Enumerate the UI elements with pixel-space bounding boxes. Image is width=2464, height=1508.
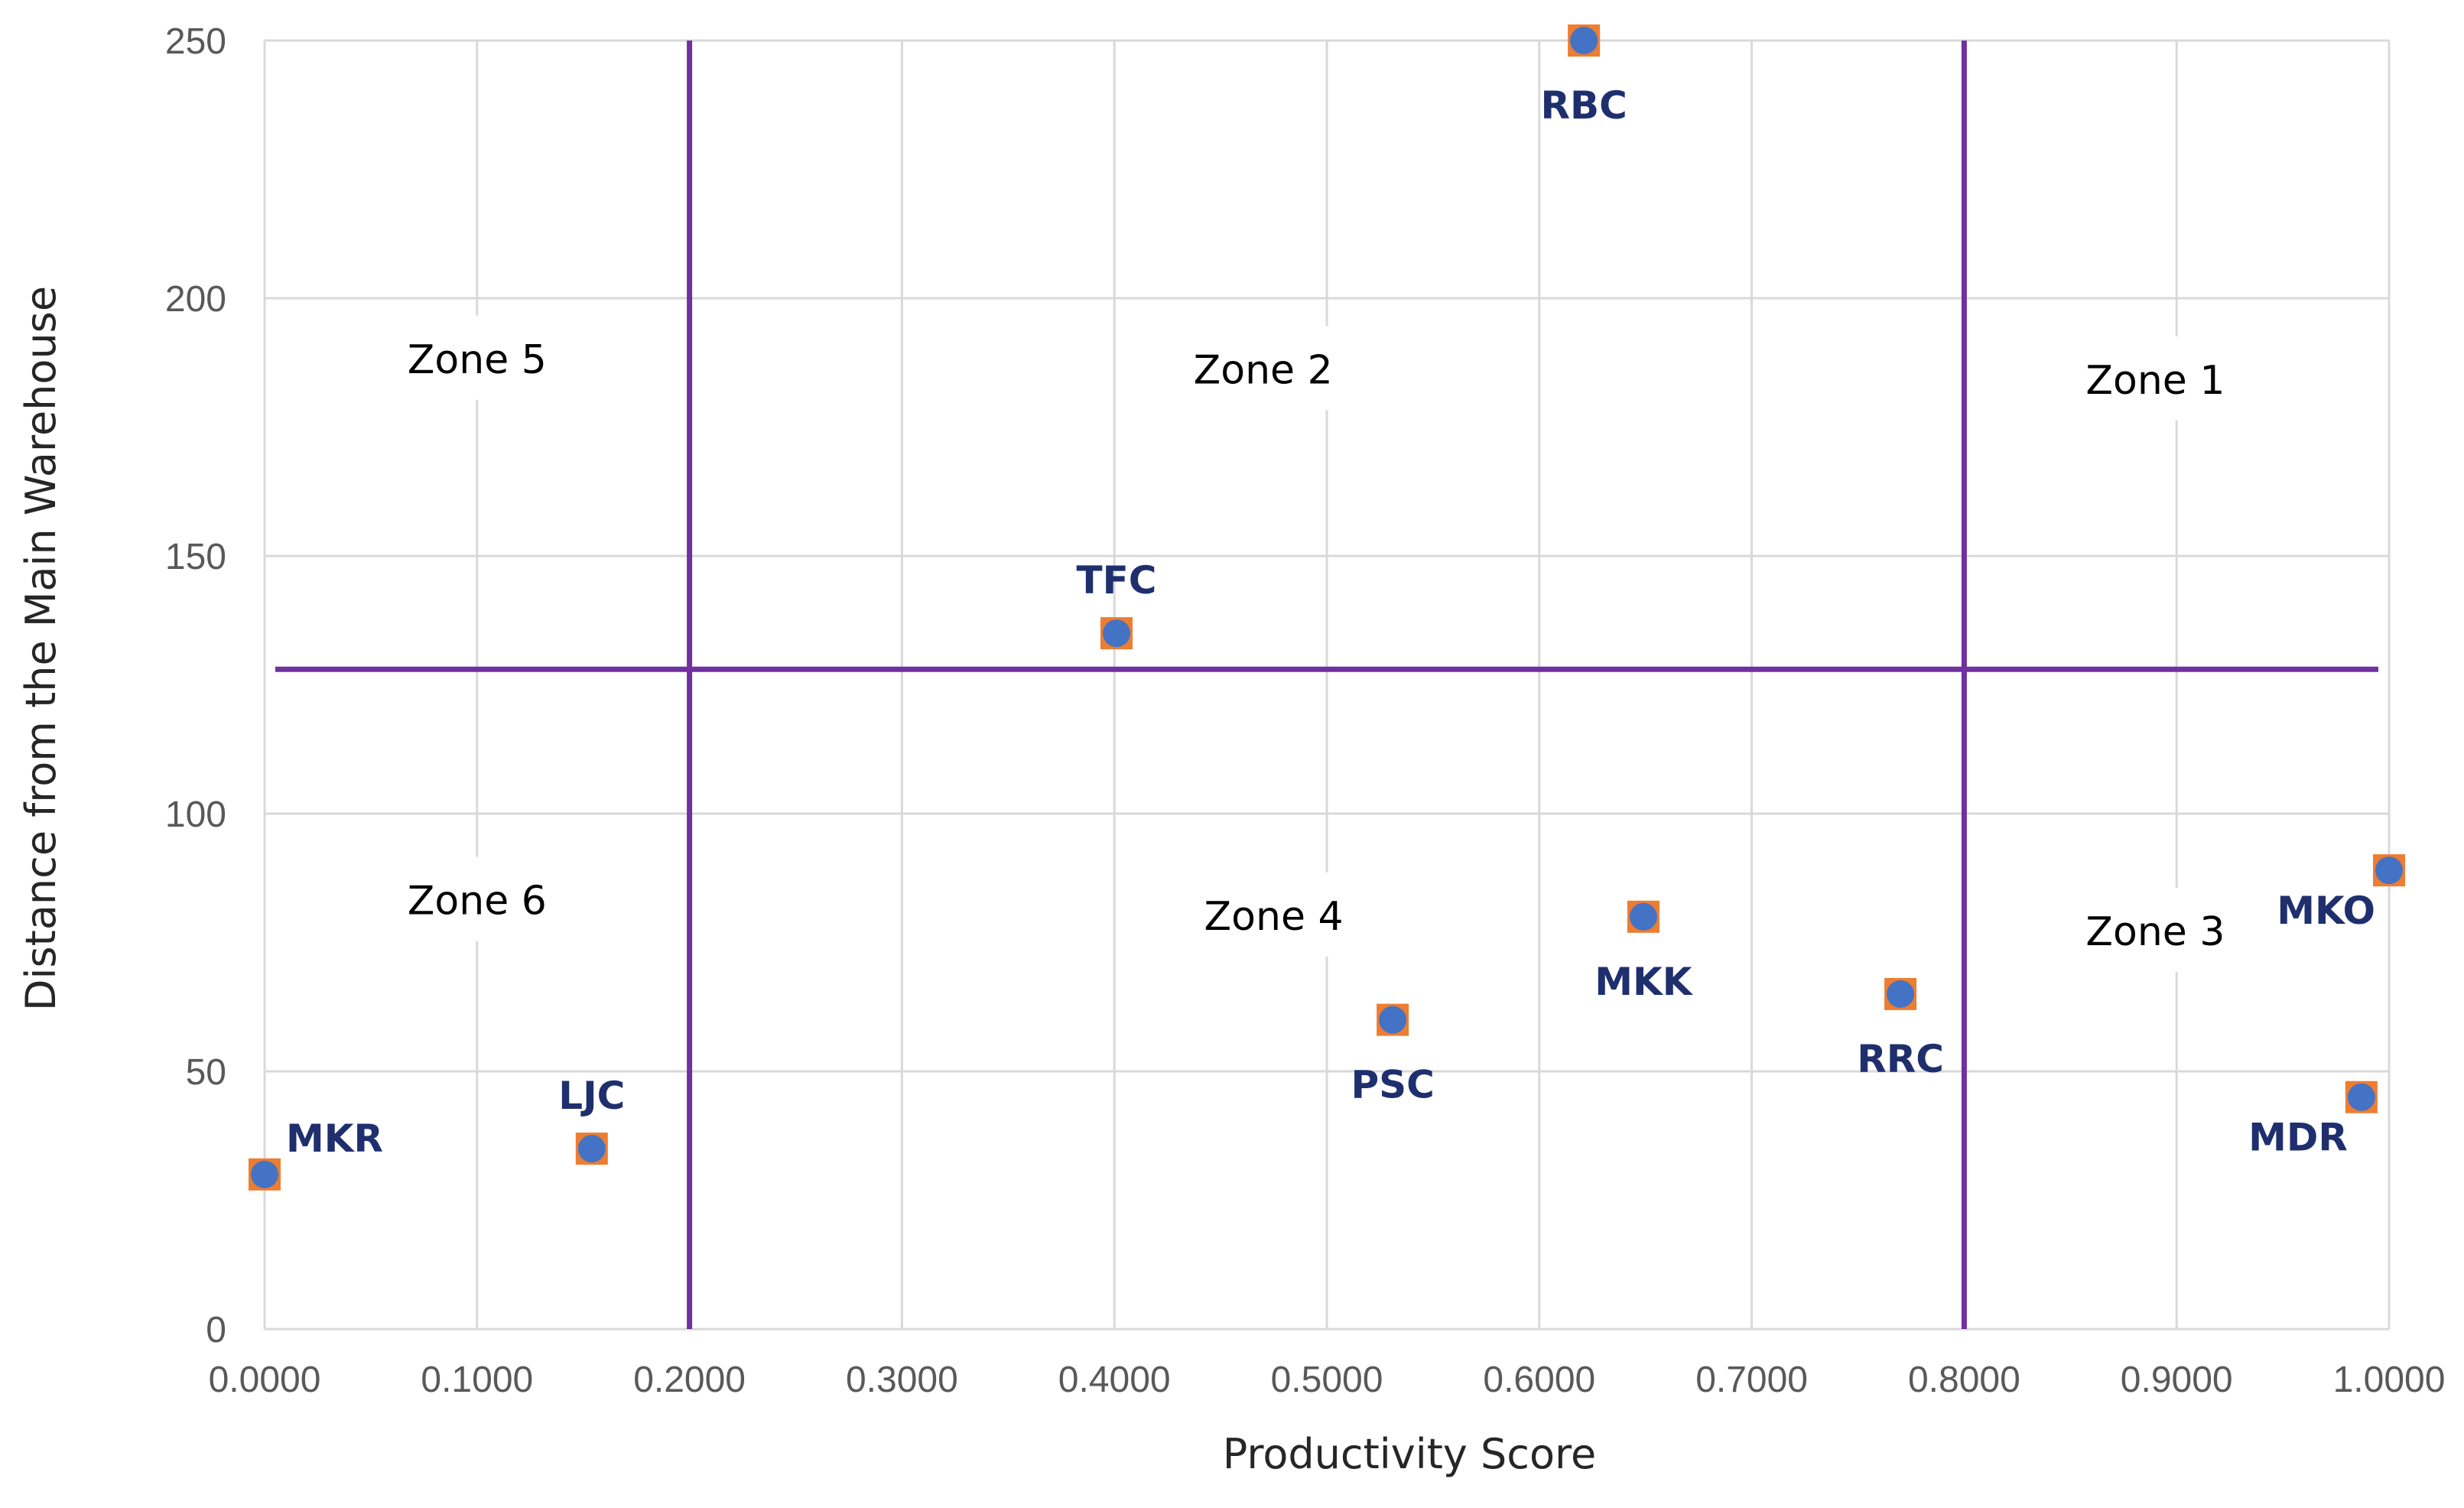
zone-label: Zone 4 bbox=[1204, 894, 1344, 940]
zone-labels: Zone 5 Zone 2 Zone 1 Zone 6 Zone 4 Zone 3 bbox=[385, 315, 2248, 973]
zone-label-background bbox=[385, 856, 569, 941]
x-tick-label: 0.8000 bbox=[1908, 1360, 2020, 1400]
y-tick-label: 100 bbox=[165, 795, 226, 835]
point-label: LJC bbox=[558, 1074, 625, 1118]
point-label: MKO bbox=[2277, 889, 2375, 933]
point-marker bbox=[1629, 902, 1657, 931]
y-axis-title: Distance from the Main Warehouse bbox=[17, 286, 65, 1011]
point-labels: MKR LJC TFC PSC RBC MKK RRC MDR MKO bbox=[286, 83, 2375, 1161]
x-tick-label: 0.9000 bbox=[2121, 1360, 2233, 1400]
point-marker bbox=[1379, 1006, 1407, 1034]
zone-label-background bbox=[1171, 326, 1355, 411]
point-label: MKR bbox=[286, 1116, 383, 1161]
point-label: RBC bbox=[1540, 83, 1627, 128]
y-tick-label: 250 bbox=[165, 21, 226, 62]
zone-label: Zone 3 bbox=[2085, 909, 2225, 955]
point-marker bbox=[1570, 27, 1598, 54]
x-tick-label: 0.1000 bbox=[421, 1360, 533, 1400]
x-tick-label: 0.2000 bbox=[633, 1360, 746, 1400]
x-tick-label: 0.7000 bbox=[1695, 1360, 1808, 1400]
point-marker bbox=[1102, 619, 1130, 648]
zone-label: Zone 2 bbox=[1194, 347, 1333, 393]
zone-label-background bbox=[1182, 872, 1366, 957]
zone-label-background bbox=[2063, 336, 2248, 421]
point-marker bbox=[1887, 980, 1915, 1008]
x-tick-label: 0.4000 bbox=[1058, 1360, 1171, 1400]
y-tick-label: 50 bbox=[186, 1052, 226, 1093]
zone-label: Zone 5 bbox=[408, 337, 547, 383]
zone-label: Zone 6 bbox=[408, 879, 547, 925]
y-tick-label: 200 bbox=[165, 279, 226, 320]
zone-label-background bbox=[385, 315, 569, 400]
point-label: PSC bbox=[1351, 1063, 1434, 1107]
zone-label-background bbox=[2063, 888, 2248, 973]
point-label: RRC bbox=[1857, 1037, 1944, 1081]
x-tick-label: 1.0000 bbox=[2333, 1360, 2446, 1400]
point-label: MDR bbox=[2248, 1116, 2348, 1160]
x-axis-title: Productivity Score bbox=[1223, 1430, 1597, 1478]
point-marker bbox=[2375, 856, 2403, 885]
point-marker bbox=[2347, 1083, 2375, 1111]
zone-label: Zone 1 bbox=[2085, 358, 2225, 404]
point-marker bbox=[577, 1135, 606, 1163]
point-marker bbox=[251, 1160, 278, 1188]
x-tick-label: 0.3000 bbox=[846, 1360, 958, 1400]
y-tick-label: 150 bbox=[165, 537, 226, 577]
x-tick-label: 0.6000 bbox=[1483, 1360, 1595, 1400]
x-tick-label: 0.5000 bbox=[1271, 1360, 1383, 1400]
y-tick-label: 0 bbox=[206, 1310, 226, 1350]
axis-ticks: 0.0000 0.1000 0.2000 0.3000 0.4000 0.5000 0.60… bbox=[165, 21, 2446, 1400]
data-points bbox=[249, 24, 2405, 1191]
point-label: MKK bbox=[1594, 960, 1694, 1004]
point-label: TFC bbox=[1076, 558, 1156, 603]
grid bbox=[263, 39, 2391, 1331]
x-tick-label: 0.0000 bbox=[209, 1360, 321, 1400]
zone-dividers bbox=[275, 41, 2378, 1329]
